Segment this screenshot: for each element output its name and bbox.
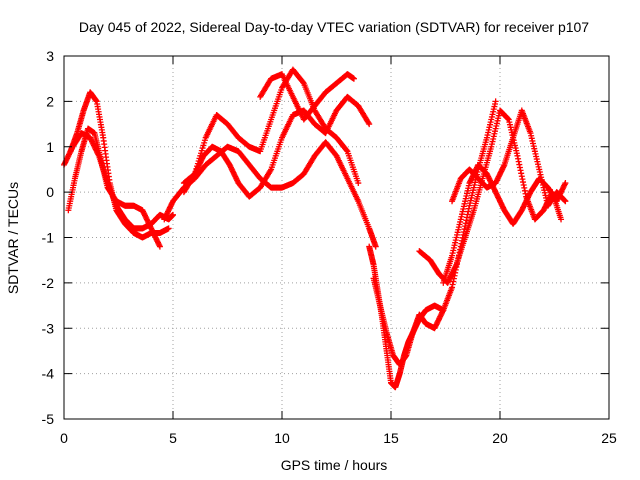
y-tick-label: -1 [42,230,55,246]
series-7 [257,71,357,123]
y-tick-label: -5 [42,411,55,427]
data-point [191,172,198,179]
y-tick-labels: -5 -4 -3 -2 -1 0 1 2 3 [42,48,55,427]
y-tick-label: -3 [42,320,55,336]
axis-ticks [63,55,610,420]
series-10 [416,107,565,286]
y-tick-label: 2 [46,93,54,109]
data-point [562,198,569,205]
x-tick-label: 0 [60,430,68,446]
data-point [366,121,373,128]
data-point [170,211,176,218]
data-point [355,180,362,187]
series-12 [449,107,569,209]
x-tick-labels: 0 5 10 15 20 25 [60,430,617,446]
y-axis-label: SDTVAR / TECUs [5,182,21,294]
y-tick-label: 0 [46,184,54,200]
x-tick-label: 10 [274,430,290,446]
data-point [558,216,565,223]
y-tick-label: -2 [42,275,55,291]
y-tick-label: -4 [42,366,55,382]
y-tick-label: 3 [46,48,54,64]
data-point [343,147,350,154]
chart-title: Day 045 of 2022, Sidereal Day-to-day VTE… [79,19,589,35]
data-point [365,119,372,126]
x-tick-label: 5 [169,430,177,446]
x-axis-label: GPS time / hours [281,457,388,473]
data-point [372,243,379,250]
data-point [165,225,172,232]
data-points [61,66,569,391]
series-9 [370,98,499,368]
x-tick-label: 15 [383,430,399,446]
x-tick-label: 25 [601,430,617,446]
series-3 [65,125,163,250]
x-tick-label: 20 [492,430,508,446]
grid-lines [64,56,609,419]
data-point [562,180,569,187]
data-point [267,167,274,174]
data-point [492,98,499,105]
y-tick-label: 1 [46,139,54,155]
data-point [350,75,357,82]
data-point [156,243,163,250]
series-6 [180,66,362,196]
